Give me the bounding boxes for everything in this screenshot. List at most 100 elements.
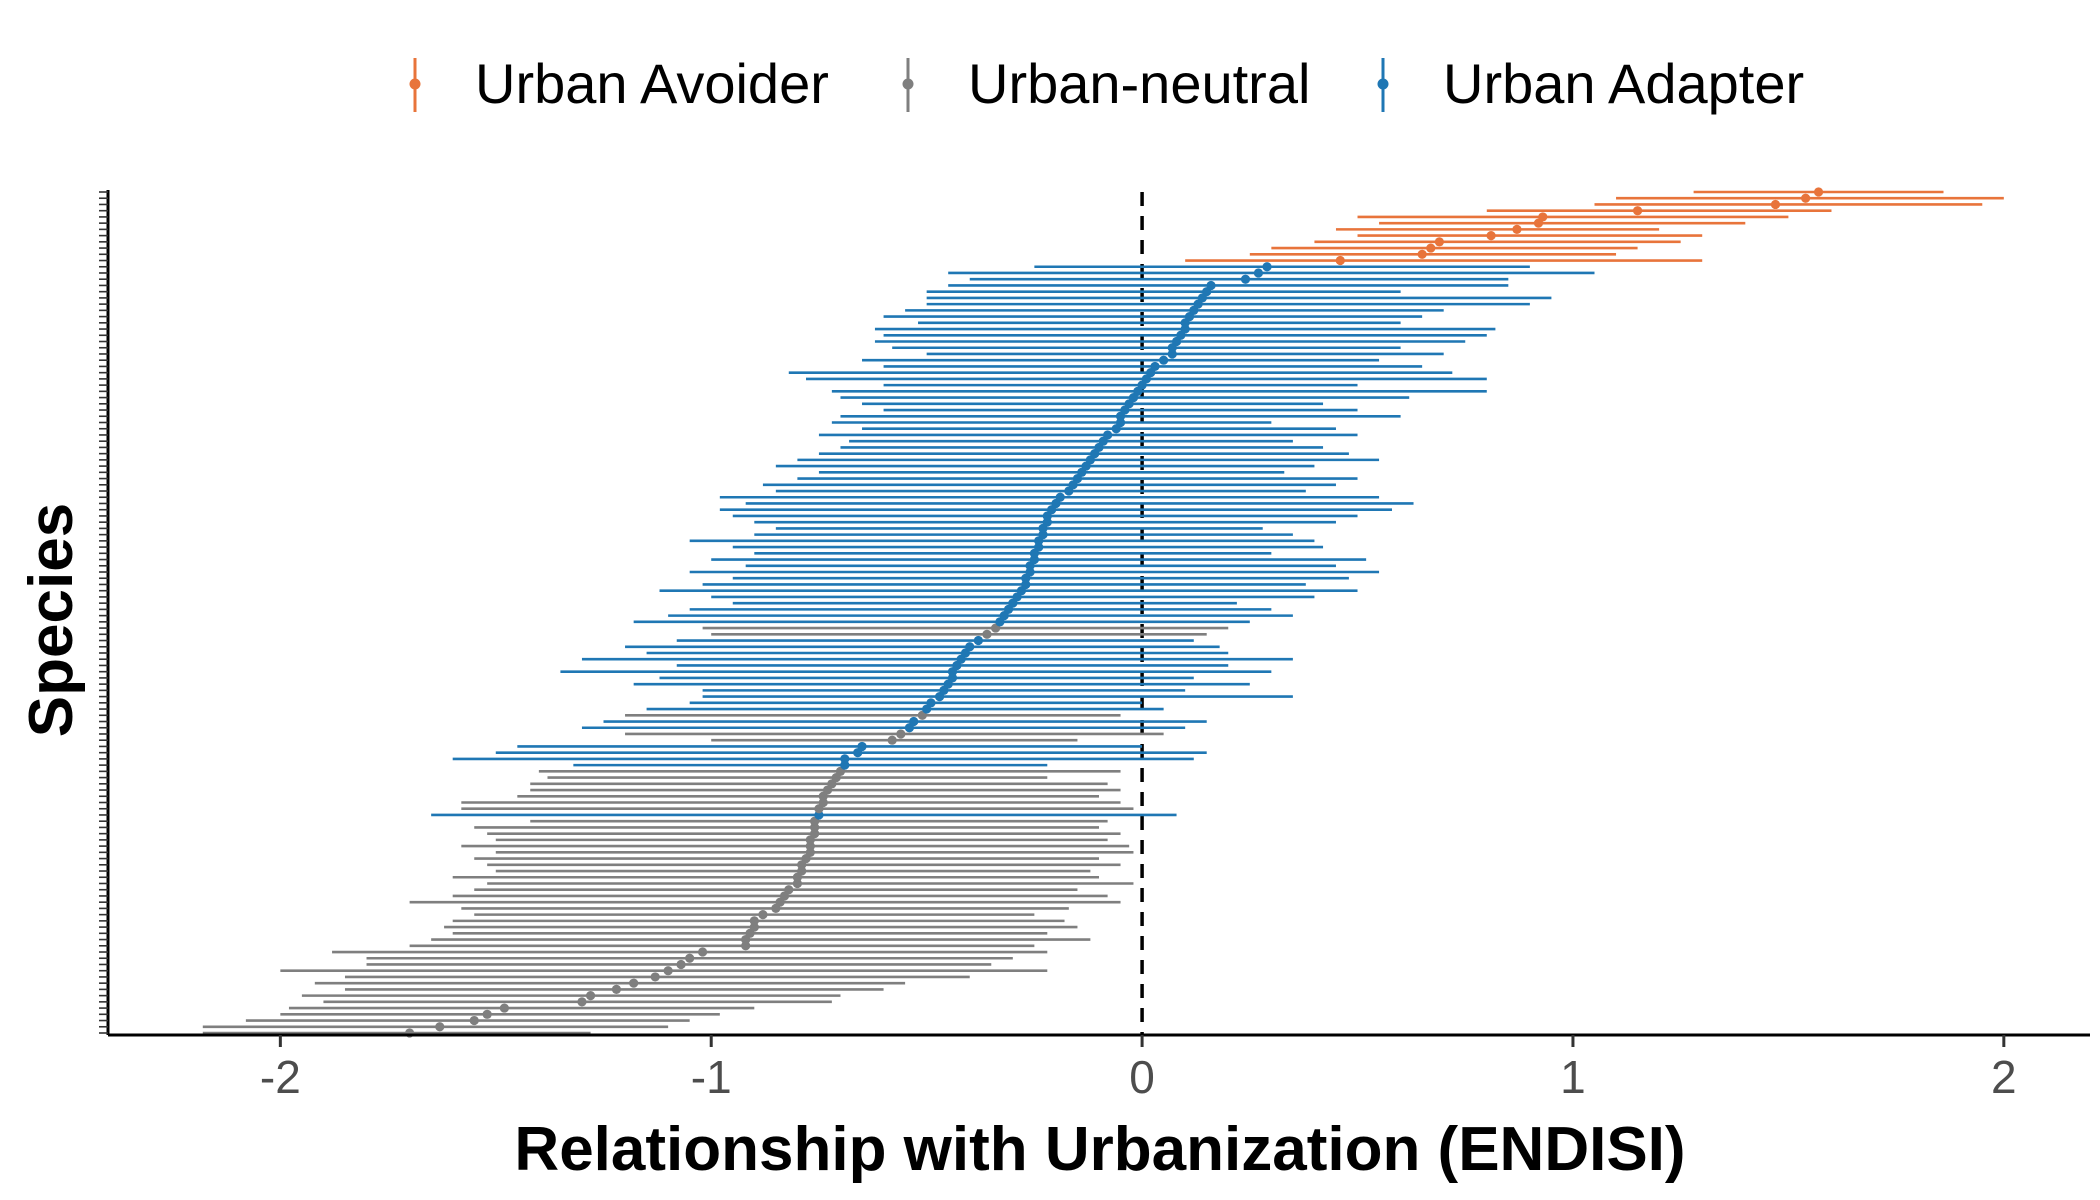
species-errorbar xyxy=(754,548,1272,558)
estimate-point xyxy=(1538,212,1548,222)
species-errorbar xyxy=(431,934,1091,945)
species-errorbar xyxy=(280,1009,720,1019)
species-errorbar xyxy=(344,984,884,994)
species-errorbar xyxy=(495,748,1207,758)
species-errorbar xyxy=(461,841,1130,851)
species-errorbar xyxy=(745,498,1414,509)
estimate-point xyxy=(1150,361,1160,372)
species-errorbar xyxy=(840,411,1401,421)
species-errorbar xyxy=(668,611,1293,621)
species-errorbar xyxy=(659,586,1358,596)
species-errorbar xyxy=(754,530,1293,540)
species-errorbar xyxy=(1034,262,1530,272)
estimate-point xyxy=(1335,255,1345,266)
species-errorbar xyxy=(495,866,1091,876)
species-errorbar xyxy=(676,635,1194,646)
species-errorbar xyxy=(301,991,841,1001)
species-errorbar xyxy=(366,953,1013,963)
errorbar-series-group xyxy=(202,187,2004,1038)
species-errorbar xyxy=(948,268,1595,278)
estimate-point xyxy=(1770,199,1781,210)
species-errorbar xyxy=(926,287,1401,297)
legend-key-point xyxy=(409,78,421,90)
species-errorbar xyxy=(461,797,1121,808)
species-errorbar xyxy=(517,791,1099,801)
x-tick-label: 0 xyxy=(1129,1051,1155,1103)
species-errorbar xyxy=(1357,212,1789,222)
species-errorbar xyxy=(732,511,1358,521)
legend-item: Urban-neutral xyxy=(902,52,1310,115)
legend-item: Urban Avoider xyxy=(409,52,829,115)
estimate-point xyxy=(973,635,983,646)
species-errorbar xyxy=(797,473,1358,484)
species-errorbar xyxy=(581,723,1186,733)
species-errorbar xyxy=(474,910,1035,920)
species-errorbar xyxy=(323,997,832,1007)
species-errorbar xyxy=(288,1003,755,1013)
species-errorbar xyxy=(711,629,1207,639)
estimate-point xyxy=(749,916,759,926)
species-errorbar xyxy=(905,305,1444,315)
estimate-point xyxy=(857,741,867,752)
estimate-point xyxy=(1055,492,1065,502)
estimate-point xyxy=(784,885,794,895)
species-errorbar xyxy=(862,424,1336,434)
estimate-point xyxy=(585,991,596,1001)
species-errorbar xyxy=(711,554,1367,565)
species-errorbar xyxy=(918,318,1401,328)
species-errorbar xyxy=(538,766,1121,776)
species-errorbar xyxy=(732,573,1349,583)
species-errorbar xyxy=(702,692,1293,702)
species-errorbar xyxy=(948,280,1509,291)
species-errorbar xyxy=(818,449,1349,459)
species-errorbar xyxy=(332,947,1048,957)
axes: -2 -1 0 1 2 xyxy=(99,190,2090,1103)
estimate-point xyxy=(1813,187,1824,197)
species-errorbar xyxy=(573,760,1048,770)
species-errorbar xyxy=(366,959,992,970)
estimate-point xyxy=(1262,262,1272,272)
estimate-point xyxy=(629,978,639,988)
estimate-point xyxy=(1426,243,1436,253)
estimate-point xyxy=(1801,193,1811,203)
species-errorbar xyxy=(1185,255,1703,266)
species-errorbar xyxy=(711,735,1078,745)
estimate-point xyxy=(887,735,897,745)
species-errorbar xyxy=(633,617,1250,627)
species-errorbar xyxy=(344,972,970,982)
estimate-point xyxy=(1206,280,1216,291)
species-errorbar xyxy=(797,455,1380,465)
species-errorbar xyxy=(702,579,1306,590)
species-errorbar xyxy=(646,704,1164,714)
species-errorbar xyxy=(775,461,1315,471)
estimate-point xyxy=(499,1003,509,1013)
estimate-point xyxy=(435,1022,445,1032)
species-errorbar xyxy=(732,598,1237,608)
species-errorbar xyxy=(818,467,1285,477)
species-errorbar xyxy=(732,542,1324,552)
species-errorbar xyxy=(818,430,1358,440)
species-errorbar xyxy=(1693,187,1944,197)
estimate-point xyxy=(926,698,936,708)
species-errorbar xyxy=(1335,224,1660,234)
species-errorbar xyxy=(849,436,1293,446)
species-errorbar xyxy=(831,417,1272,428)
species-errorbar xyxy=(495,847,1134,857)
species-errorbar xyxy=(775,486,1306,496)
species-errorbar xyxy=(1486,206,1832,216)
species-errorbar xyxy=(495,835,1108,845)
species-errorbar xyxy=(409,897,1121,907)
species-errorbar xyxy=(452,916,1065,926)
legend-key-point xyxy=(1377,78,1389,90)
legend-label: Urban Avoider xyxy=(475,52,829,115)
species-errorbar xyxy=(762,480,1336,490)
species-errorbar xyxy=(689,567,1380,577)
x-tick-label: 1 xyxy=(1560,1051,1586,1103)
x-axis-title: Relationship with Urbanization (ENDISI) xyxy=(514,1115,1685,1184)
species-errorbar xyxy=(883,361,1423,372)
species-errorbar xyxy=(775,523,1263,534)
species-errorbar xyxy=(840,392,1410,403)
estimate-point xyxy=(1253,268,1264,278)
estimate-point xyxy=(1240,274,1251,284)
